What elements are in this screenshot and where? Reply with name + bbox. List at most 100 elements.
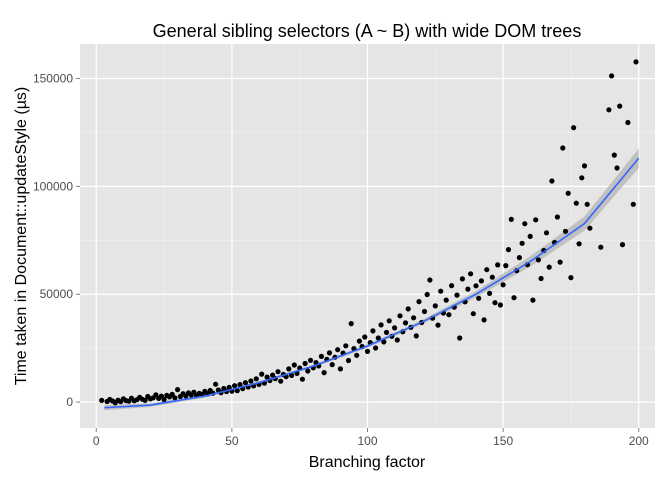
data-point: [484, 267, 490, 273]
x-axis: 0 50 100 150 200: [93, 428, 649, 448]
data-point: [449, 283, 455, 289]
data-point: [161, 396, 167, 403]
grid-major: [80, 44, 655, 428]
data-point: [378, 322, 384, 328]
data-point: [535, 257, 542, 263]
y-tick-label: 150000: [33, 72, 73, 86]
data-point: [242, 380, 248, 386]
data-point: [270, 372, 276, 378]
data-point: [606, 107, 612, 113]
data-point: [237, 382, 243, 388]
data-point: [291, 362, 297, 368]
data-point: [609, 73, 615, 79]
data-point: [99, 397, 105, 403]
data-point: [392, 325, 398, 331]
data-point: [381, 339, 387, 345]
data-point: [405, 306, 411, 312]
data-point: [329, 362, 335, 368]
data-point: [511, 295, 517, 301]
data-point: [457, 335, 463, 341]
data-point: [172, 395, 178, 401]
data-point: [497, 302, 503, 308]
data-point: [508, 216, 514, 222]
data-point: [424, 291, 430, 298]
data-point: [533, 217, 539, 223]
data-point: [397, 313, 403, 319]
x-tick-label: 200: [629, 434, 649, 448]
smooth-line-layer: [104, 157, 640, 409]
data-point: [625, 119, 631, 126]
x-axis-title: Branching factor: [309, 454, 426, 471]
data-point: [386, 318, 392, 324]
data-point: [289, 372, 295, 378]
data-point: [411, 315, 417, 321]
data-point: [421, 308, 428, 315]
data-point: [259, 371, 265, 377]
data-point: [402, 320, 409, 326]
data-point: [275, 369, 281, 375]
x-tick-label: 50: [225, 434, 239, 448]
data-point: [370, 328, 376, 334]
data-point: [584, 201, 590, 207]
data-point: [435, 322, 441, 328]
data-point: [630, 201, 636, 207]
data-point: [234, 388, 240, 394]
data-point: [394, 337, 400, 343]
data-point: [213, 381, 219, 387]
data-point: [530, 297, 536, 303]
data-point: [487, 290, 493, 296]
data-point: [489, 274, 495, 280]
data-point: [633, 59, 639, 65]
data-point: [492, 300, 498, 306]
data-point: [587, 225, 593, 231]
data-point: [383, 329, 390, 335]
data-point: [169, 391, 175, 397]
data-point: [326, 350, 333, 356]
data-point: [248, 378, 254, 384]
data-point: [226, 384, 232, 390]
data-point: [571, 125, 577, 131]
data-point: [614, 165, 620, 171]
data-point: [554, 214, 561, 220]
data-point: [543, 230, 550, 236]
data-point: [345, 357, 352, 364]
x-tick-label: 100: [357, 434, 377, 448]
data-point: [438, 288, 444, 294]
data-point: [503, 263, 509, 269]
data-point: [573, 200, 579, 206]
data-point: [473, 283, 479, 289]
data-point: [495, 262, 501, 268]
y-tick-label: 100000: [33, 179, 73, 193]
data-point: [557, 259, 563, 265]
data-point: [302, 360, 308, 367]
data-point: [576, 241, 582, 247]
data-point: [286, 366, 292, 372]
data-point: [427, 277, 433, 283]
data-point: [142, 397, 148, 403]
data-point: [348, 321, 354, 327]
data-point: [299, 376, 305, 382]
data-point: [505, 247, 512, 253]
data-point: [416, 299, 422, 305]
data-point: [579, 175, 585, 181]
data-point: [549, 178, 555, 184]
data-point: [354, 352, 360, 358]
y-axis-title: Time taken in Document::updateStyle (µs): [13, 87, 30, 386]
data-point: [356, 338, 362, 344]
data-point: [413, 333, 419, 339]
y-tick-label: 50000: [40, 287, 74, 301]
data-point: [546, 264, 552, 270]
data-point: [459, 276, 465, 282]
data-point: [617, 103, 623, 109]
data-point: [565, 190, 571, 196]
data-point: [619, 242, 626, 248]
data-point: [364, 348, 371, 354]
data-point: [343, 343, 349, 349]
y-axis: 0 50000 100000 150000: [33, 72, 80, 409]
data-point: [454, 292, 460, 298]
data-point: [335, 347, 341, 353]
data-point: [476, 295, 482, 301]
data-point: [468, 271, 474, 277]
